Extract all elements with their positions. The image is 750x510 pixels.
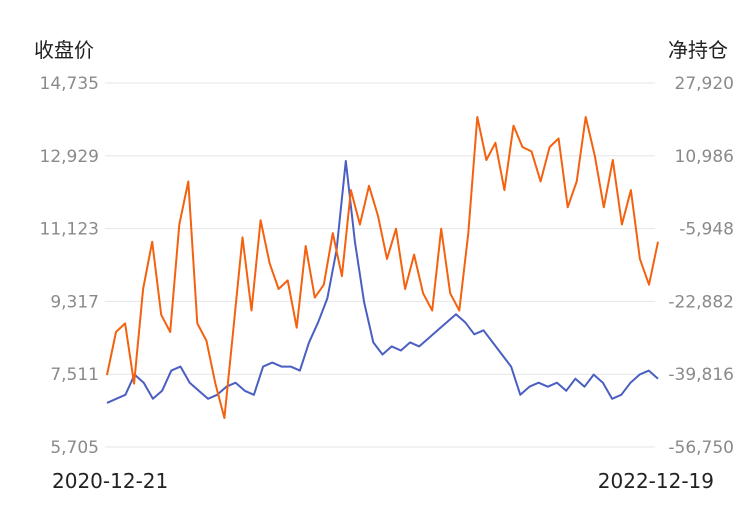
x-start-label: 2020-12-21 bbox=[52, 469, 169, 493]
right-tick-label: -22,882 bbox=[668, 292, 734, 312]
x-end-label: 2022-12-19 bbox=[597, 469, 714, 493]
close-price-line bbox=[106, 160, 659, 404]
left-axis-ticks: 14,735 12,929 11,123 9,317 7,511 5,705 bbox=[40, 74, 99, 458]
left-tick-label: 5,705 bbox=[50, 438, 99, 458]
right-tick-label: -5,948 bbox=[679, 220, 734, 240]
left-tick-label: 14,735 bbox=[40, 74, 99, 94]
right-axis-title: 净持仓 bbox=[668, 38, 728, 62]
right-tick-label: 27,920 bbox=[675, 74, 734, 94]
left-axis-title: 收盘价 bbox=[34, 38, 94, 62]
right-tick-label: -39,816 bbox=[668, 365, 734, 385]
right-tick-label: -56,750 bbox=[668, 438, 734, 458]
net-position-line bbox=[106, 116, 659, 419]
grid-lines bbox=[105, 82, 655, 448]
right-tick-label: 10,986 bbox=[675, 147, 734, 167]
left-tick-label: 7,511 bbox=[50, 365, 99, 385]
left-tick-label: 12,929 bbox=[40, 147, 99, 167]
left-tick-label: 11,123 bbox=[40, 220, 99, 240]
series-lines bbox=[106, 116, 659, 419]
left-tick-label: 9,317 bbox=[50, 292, 99, 312]
right-axis-ticks: 27,920 10,986 -5,948 -22,882 -39,816 -56,750 bbox=[668, 74, 734, 458]
